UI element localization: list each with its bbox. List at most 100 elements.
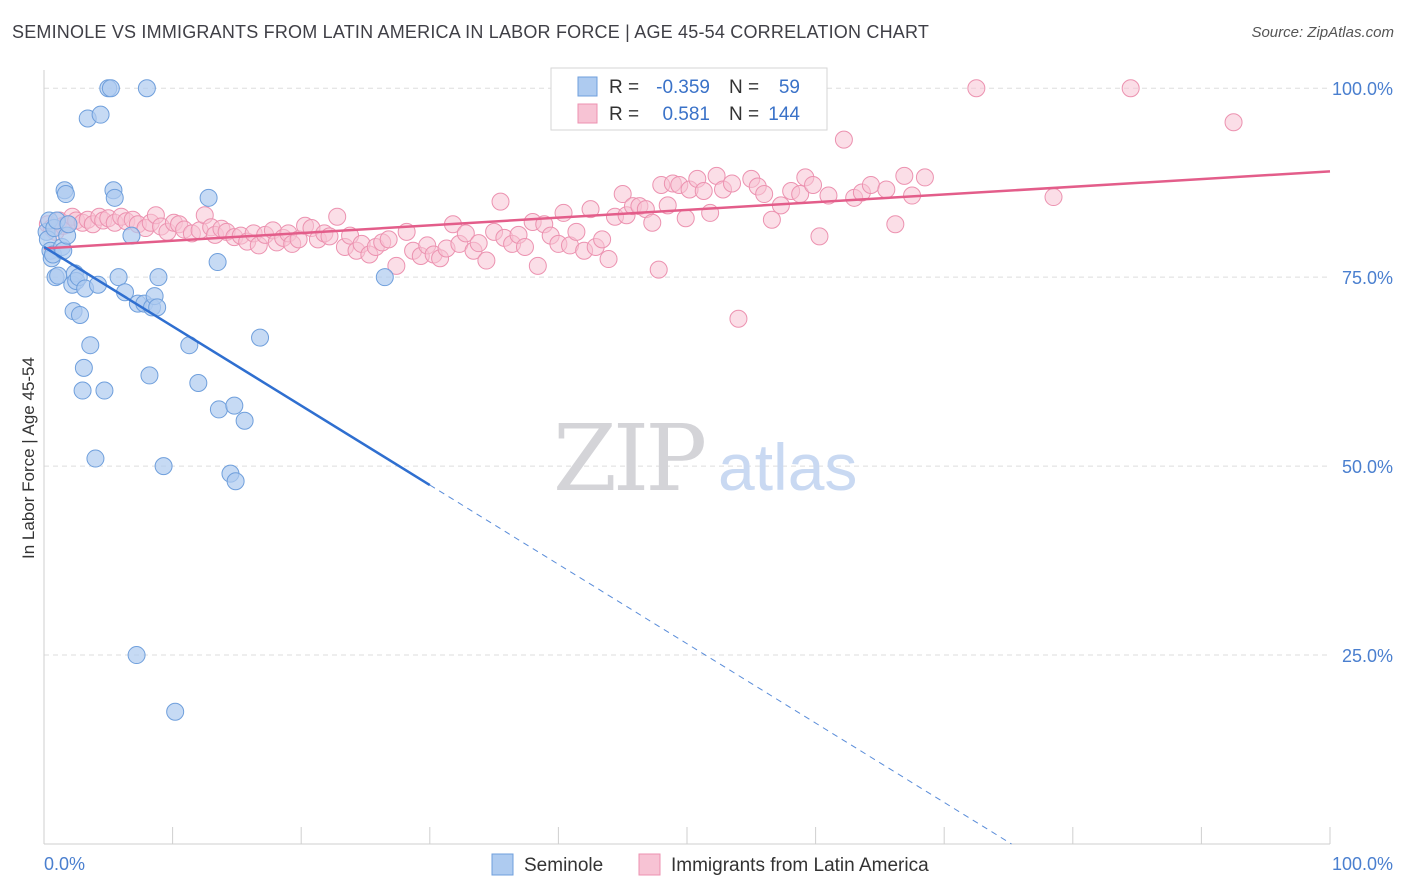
latin-point-91 [593,230,612,249]
latin-point-129 [877,180,896,199]
seminole-point-41 [137,79,156,98]
y-tick-label-3: 25.0% [1342,646,1393,666]
latin-point-79 [515,237,534,256]
latin-point-51 [328,207,347,226]
y-tick-label-2: 50.0% [1342,457,1393,477]
legend-r-label-1: R = [609,77,639,98]
watermark-zip: ZIP [553,405,704,512]
y-axis-label: In Labor Force | Age 45-54 [19,357,38,559]
latin-point-135 [1044,188,1063,207]
latin-point-59 [379,230,398,249]
legend-box: R = -0.359 N = 59 R = 0.581 N = 144 [550,67,828,131]
latin-point-94 [613,185,632,204]
latin-point-81 [528,256,547,275]
legend-swatch-latin [577,103,598,124]
latin-point-89 [581,200,600,219]
latin-point-116 [755,185,774,204]
seminole-point-48 [166,702,185,721]
seminole-point-47 [154,457,173,476]
seminole-point-11 [54,241,73,260]
bottom-legend-seminole: Seminole [524,855,603,876]
seminole-point-27 [86,449,105,468]
seminole-point-34 [105,188,124,207]
latin-point-117 [762,210,781,229]
latin-point-73 [477,251,496,270]
legend-n-label-1: N = [729,77,759,98]
latin-trend-line [43,170,1331,250]
x-tick-labels: 0.0% 100.0% [44,854,1393,874]
seminole-point-13 [56,185,75,204]
seminole-point-38 [127,646,146,665]
seminole-point-15 [59,215,78,234]
latin-point-100 [649,260,668,279]
legend-r-value-2: 0.581 [662,104,710,125]
latin-point-60 [387,256,406,275]
seminole-point-29 [91,105,110,124]
latin-point-125 [834,130,853,149]
watermark-atlas: atlas [718,430,857,504]
chart-source: Source: ZipAtlas.com [1251,24,1394,41]
latin-point-131 [895,166,914,185]
legend-n-value-2: 144 [768,104,800,125]
latin-point-108 [694,182,713,201]
x-tick-label-max: 100.0% [1332,854,1393,874]
y-tick-label-1: 75.0% [1342,268,1393,288]
chart-title: SEMINOLE VS IMMIGRANTS FROM LATIN AMERIC… [12,22,930,42]
latin-point-123 [810,227,829,246]
seminole-point-23 [74,358,93,377]
seminole-point-50 [189,373,208,392]
bottom-legend-swatch-seminole [491,853,514,876]
legend-r-value-1: -0.359 [656,77,710,98]
seminole-point-22 [73,381,92,400]
legend-n-value-1: 59 [779,77,800,98]
seminole-point-32 [101,79,120,98]
legend-n-label-2: N = [729,104,759,125]
latin-point-128 [861,175,880,194]
seminole-point-35 [109,268,128,287]
latin-point-137 [1224,113,1243,132]
seminole-point-37 [122,226,141,245]
bottom-legend: Seminole Immigrants from Latin America [491,853,929,876]
latin-point-92 [599,250,618,269]
latin-point-124 [819,186,838,205]
seminole-points [37,79,394,721]
latin-point-130 [886,215,905,234]
latin-point-113 [729,309,748,328]
latin-point-105 [676,209,695,228]
latin-point-72 [469,234,488,253]
seminole-point-55 [225,396,244,415]
seminole-point-52 [208,253,227,272]
seminole-point-59 [375,268,394,287]
seminole-point-56 [226,472,245,491]
seminole-point-26 [81,336,100,355]
bottom-legend-latin: Immigrants from Latin America [671,855,929,876]
seminole-point-21 [71,305,90,324]
grid-lines [44,87,1330,656]
seminole-point-53 [209,400,228,419]
legend-r-label-2: R = [609,104,639,125]
seminole-trend-line [43,245,431,487]
seminole-point-46 [149,268,168,287]
y-tick-label-0: 100.0% [1332,79,1393,99]
axes [43,70,1331,845]
latin-point-87 [567,222,586,241]
x-tick-label-min: 0.0% [44,854,85,874]
latin-point-70 [456,224,475,243]
latin-point-136 [1121,79,1140,98]
latin-point-112 [723,174,742,193]
legend-swatch-seminole [577,76,598,97]
bottom-legend-swatch-latin [638,853,661,876]
seminole-trend-extension [429,484,1012,845]
seminole-point-57 [235,411,254,430]
seminole-point-42 [140,366,159,385]
seminole-point-30 [95,381,114,400]
latin-point-134 [967,79,986,98]
latin-point-99 [643,213,662,232]
y-tick-labels: 100.0% 75.0% 50.0% 25.0% [1332,79,1393,666]
seminole-point-51 [199,188,218,207]
watermark: ZIP atlas [553,405,857,512]
seminole-point-58 [251,328,270,347]
latin-point-75 [491,192,510,211]
trend-lines [43,170,1331,845]
